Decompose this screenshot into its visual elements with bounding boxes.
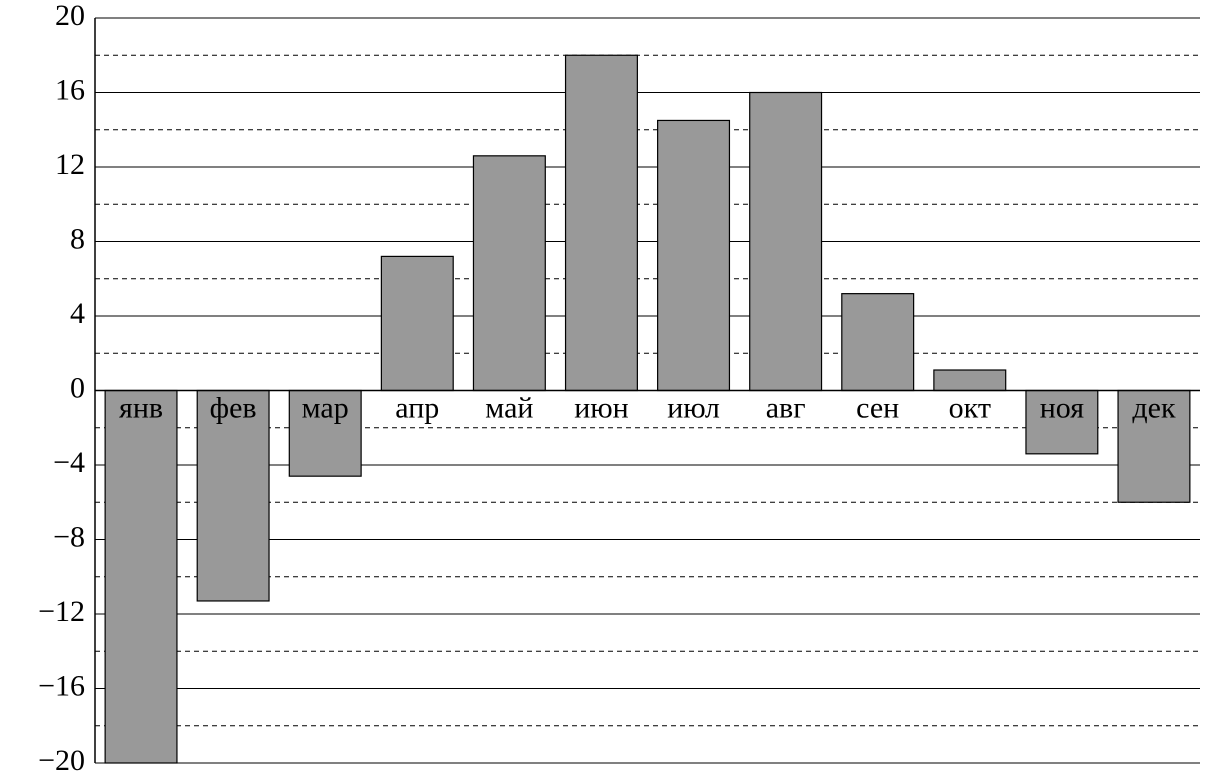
category-label: сен — [856, 391, 899, 424]
y-tick-label: 4 — [70, 297, 85, 330]
category-label: июн — [574, 391, 629, 424]
bar — [566, 55, 638, 390]
y-tick-label: −16 — [38, 669, 85, 702]
category-label: дек — [1132, 391, 1176, 424]
category-label: май — [485, 391, 533, 424]
category-label: июл — [667, 391, 720, 424]
y-tick-label: −8 — [53, 520, 85, 553]
y-tick-label: −12 — [38, 595, 85, 628]
bar — [750, 93, 822, 391]
bar — [381, 256, 453, 390]
y-tick-label: 8 — [70, 222, 85, 255]
y-tick-label: 0 — [70, 371, 85, 404]
category-label: мар — [302, 391, 349, 424]
bar — [658, 120, 730, 390]
bar — [934, 370, 1006, 390]
bar — [105, 391, 177, 764]
y-tick-label: 20 — [55, 0, 85, 32]
category-label: фев — [210, 391, 257, 424]
monthly-bar-chart: −20 −16 −12 −8 −4 0 4 8 12 16 20 янв фев мар апр май июн… — [0, 0, 1220, 781]
y-tick-label: 16 — [55, 73, 85, 106]
category-label: янв — [119, 391, 163, 424]
category-label: ноя — [1040, 391, 1084, 424]
category-label: авг — [766, 391, 806, 424]
bar — [473, 156, 545, 391]
category-label: окт — [949, 391, 991, 424]
y-tick-label: 12 — [55, 148, 85, 181]
bar — [842, 294, 914, 391]
y-tick-label: −20 — [38, 744, 85, 777]
y-tick-label: −4 — [53, 446, 85, 479]
category-label: апр — [395, 391, 439, 424]
